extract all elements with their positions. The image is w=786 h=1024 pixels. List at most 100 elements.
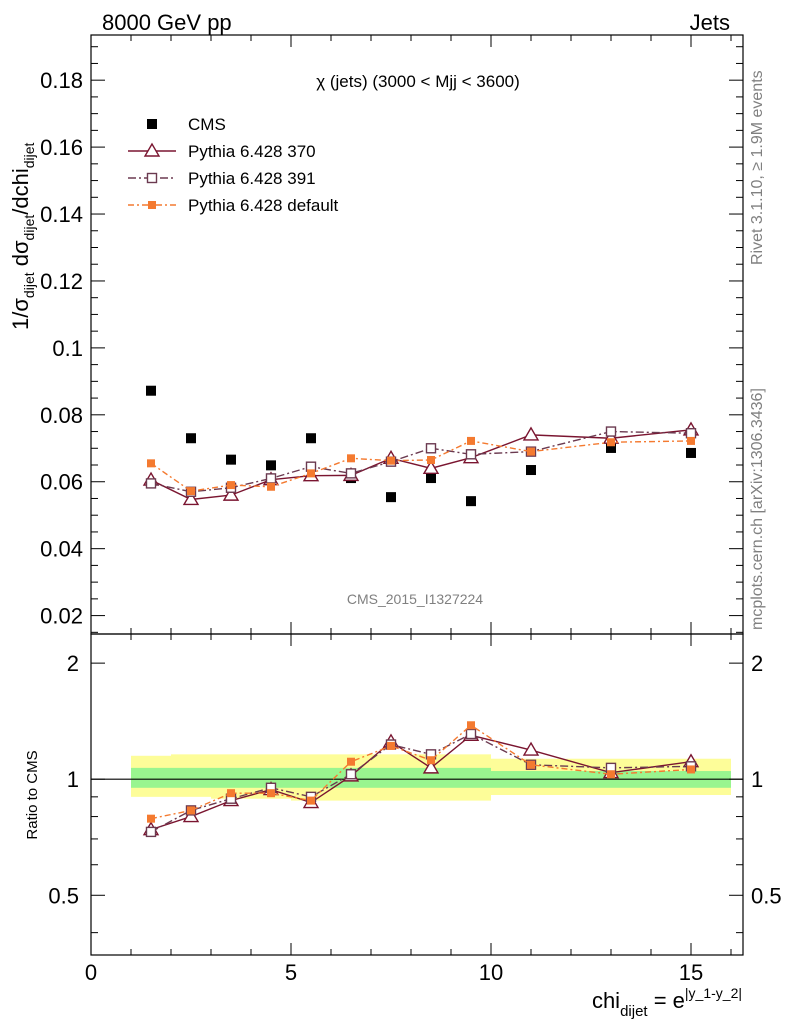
ratio-inner-band-bin — [291, 767, 331, 788]
main-data-point — [685, 428, 697, 439]
ratio-data-point — [467, 721, 475, 730]
main-data-point — [687, 436, 695, 445]
ratio-panel-series — [142, 721, 700, 838]
legend-marker — [146, 172, 158, 184]
main-data-point — [607, 438, 615, 447]
main-data-point — [422, 459, 440, 475]
main-data-point — [522, 426, 540, 441]
ratio-data-point — [345, 769, 357, 780]
main-y-tick-label: 0.02 — [40, 604, 83, 629]
ratio-data-point — [422, 759, 440, 774]
main-data-point — [345, 468, 357, 479]
rivet-version-label: Rivet 3.1.10, ≥ 1.9M events — [749, 70, 766, 265]
main-data-point — [606, 442, 616, 453]
legend-marker — [148, 201, 156, 209]
main-data-point — [182, 491, 200, 506]
ratio-inner-band-bin — [411, 767, 451, 788]
legend-label: Pythia 6.428 391 — [188, 169, 316, 188]
main-y-tick-label: 0.12 — [40, 269, 83, 294]
ratio-data-point — [522, 741, 540, 756]
ratio-data-point — [387, 741, 395, 750]
main-data-point — [145, 478, 157, 489]
main-data-point — [686, 447, 696, 458]
x-tick-label: 15 — [679, 960, 703, 985]
ratio-inner-band-bin — [251, 767, 291, 788]
main-y-tick-label: 0.16 — [40, 135, 83, 160]
main-data-point — [307, 469, 315, 478]
ratio-uncertainty-bands — [91, 754, 743, 801]
ratio-data-point — [187, 806, 195, 815]
legend-label: Pythia 6.428 370 — [188, 142, 316, 161]
main-data-point — [186, 433, 196, 444]
main-data-point — [347, 454, 355, 463]
main-data-point — [605, 426, 617, 437]
main-data-point — [227, 481, 235, 490]
ratio-inner-band-bin — [371, 767, 411, 788]
main-data-point — [527, 447, 535, 456]
main-series-line — [150, 430, 692, 493]
main-y-tick-label: 0.08 — [40, 403, 83, 428]
header-right: Jets — [690, 10, 730, 35]
ratio-y-tick-label: 1 — [67, 767, 79, 792]
ratio-data-point — [465, 728, 477, 740]
main-y-tick-label: 0.04 — [40, 537, 83, 562]
ratio-inner-band-bin — [451, 767, 491, 788]
main-y-tick-label: 0.1 — [52, 336, 83, 361]
ratio-data-point — [227, 789, 235, 798]
main-data-point — [146, 385, 156, 396]
mcplots-label: mcplots.cern.ch [arXiv:1306.3436] — [749, 388, 766, 630]
ratio-data-point — [145, 826, 157, 838]
main-data-point — [187, 487, 195, 496]
ratio-y-tick-label-right: 2 — [751, 651, 763, 676]
ratio-data-point — [687, 765, 695, 774]
main-data-point — [266, 460, 276, 471]
ratio-y-tick-label: 0.5 — [48, 883, 79, 908]
legend-label: Pythia 6.428 default — [188, 196, 339, 215]
main-y-tick-label: 0.18 — [40, 68, 83, 93]
ratio-series-line — [150, 724, 692, 820]
main-data-point — [427, 455, 435, 464]
main-y-tick-label: 0.06 — [40, 470, 83, 495]
ratio-inner-band-bin — [211, 767, 251, 788]
main-chart-title: χ (jets) (3000 < Mjj < 3600) — [316, 72, 520, 91]
ratio-data-point — [347, 757, 355, 766]
ratio-y-tick-label-right: 1 — [751, 767, 763, 792]
main-data-point — [467, 436, 475, 445]
ratio-y-tick-label: 2 — [67, 651, 79, 676]
main-data-point — [466, 496, 476, 507]
main-data-point — [426, 473, 436, 484]
main-data-point — [526, 465, 536, 476]
header-left: 8000 GeV pp — [102, 10, 232, 35]
ratio-panel-frame — [90, 633, 744, 956]
main-data-point — [386, 492, 396, 503]
ratio-data-point — [427, 756, 435, 765]
ratio-y-tick-label-right: 0.5 — [751, 883, 782, 908]
ratio-inner-band-bin — [131, 767, 171, 788]
analysis-watermark: CMS_2015_I1327224 — [347, 591, 483, 607]
x-tick-label: 10 — [479, 960, 503, 985]
ratio-y-axis-label: Ratio to CMS — [24, 750, 41, 839]
main-y-tick-label: 0.14 — [40, 202, 83, 227]
x-tick-label: 5 — [285, 960, 297, 985]
legend-marker — [143, 142, 161, 157]
main-data-point — [222, 486, 240, 501]
main-y-axis-label: 1/σdijet dσdijet/dchidijet — [8, 142, 37, 330]
main-data-point — [387, 456, 395, 465]
main-data-point — [226, 454, 236, 465]
ratio-data-point — [307, 796, 315, 805]
legend-marker — [147, 119, 157, 129]
ratio-data-point — [267, 789, 275, 798]
main-data-point — [465, 449, 477, 460]
ratio-series-line — [150, 733, 692, 833]
main-data-point — [265, 473, 277, 484]
main-data-point — [306, 433, 316, 444]
axes: 0 5 10 15 0.02 0.04 0.06 0.08 0.1 0.12 0.14 0.16 0.1… — [40, 34, 782, 985]
ratio-data-point — [607, 770, 615, 779]
legend: CMS Pythia 6.428 370 Pythia 6.428 391 Pythi… — [128, 115, 339, 215]
main-data-point — [267, 482, 275, 491]
x-axis-label: chidijet = e|y_1-y_2| — [592, 985, 742, 1020]
main-panel-series — [142, 385, 700, 507]
main-data-point — [147, 459, 155, 468]
